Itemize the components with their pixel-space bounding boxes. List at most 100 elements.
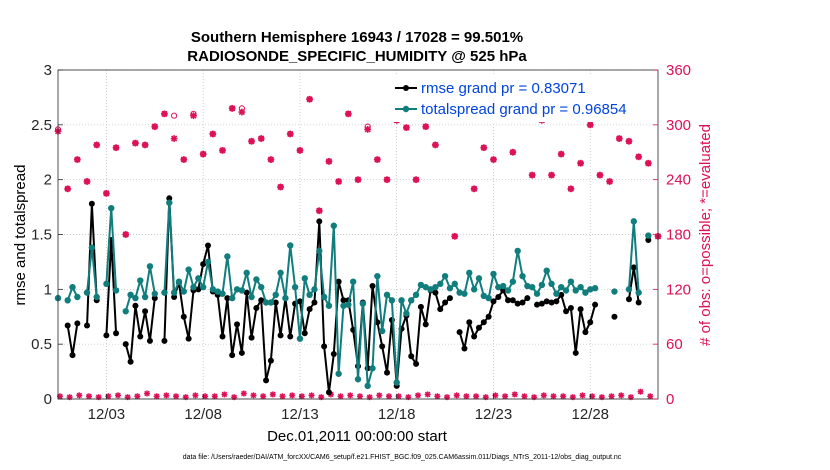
obs-evaluated-marker-21 [257,135,265,142]
series-1-point-14 [122,308,129,315]
series-0-point-6 [84,322,91,329]
series-1-point-26 [180,288,188,295]
series-0-point-68 [384,369,391,376]
x-tick-label-3: 12/18 [378,406,416,423]
series-1-point-88 [480,292,488,300]
obs-evaluated-marker-16 [209,130,217,138]
obs-zero-marker-57 [608,393,615,400]
obs-evaluated-marker-31 [354,176,362,184]
series-1-point-10 [103,280,110,288]
obs-evaluated-marker-3 [83,178,91,185]
series-0-point-16 [132,302,139,309]
series-1-point-108 [577,283,584,291]
obs-evaluated-marker-43 [470,185,478,193]
series-0-point-89 [485,313,492,320]
y-right-tick-label-1: 60 [666,336,683,353]
series-1-point-75 [417,281,425,289]
y-right-axis-ticks: 0 60 120 180 240 300 360 [653,62,691,408]
series-0-point-97 [524,295,531,302]
y-left-tick-label-0: 0 [44,391,52,408]
x-tick-label-5: 12/28 [571,406,609,423]
series-0-point-36 [229,352,236,359]
series-1-point-34 [219,290,226,297]
series-1-point-84 [461,290,468,297]
series-0-point-99 [534,301,541,308]
series-0-point-88 [480,319,487,326]
series-1-point-107 [572,287,579,294]
series-0-point-4 [74,320,81,327]
series-1-point-109 [582,289,589,296]
series-1-point-81 [446,285,454,292]
obs-zero-marker-9 [144,390,151,397]
series-1-point-79 [437,280,444,288]
obs-evaluated-marker-5 [102,189,110,197]
obs-zero-marker-37 [415,392,421,399]
series-1-point-66 [374,272,381,280]
series-0-point-59 [340,297,347,304]
series-1-point-76 [422,283,429,291]
data-file-footnote: data file: /Users/raeder/DAI/ATM_forcXX/… [183,454,622,461]
obs-zero-marker-20 [250,392,257,399]
series-0-point-96 [519,299,526,306]
series-1-point-50 [296,335,304,342]
series-1-point-91 [495,283,502,291]
obs-zero-marker-38 [424,391,431,398]
series-1-point-53 [311,286,318,293]
series-1-point-35 [224,253,231,260]
series-0-point-84 [461,345,468,352]
series-0-point-17 [137,333,144,340]
obs-zero-marker-42 [463,393,470,400]
series-0-point-122 [645,236,652,243]
series-1-point-103 [553,290,560,297]
obs-possible-marker-12 [171,112,178,119]
series-1-point-65 [369,365,376,372]
series-1-point-67 [378,327,386,335]
series-1-point-82 [451,280,458,288]
series-0-point-81 [446,295,453,302]
obs-evaluated-marker-52 [557,150,565,158]
obs-zero-marker-50 [540,392,547,399]
obs-evaluated-marker-49 [528,171,536,179]
series-0-point-39 [243,289,250,296]
series-0-point-26 [180,313,187,320]
series-layer [54,195,652,396]
series-1-point-22 [161,289,168,296]
series-1-point-104 [558,283,565,291]
y-left-axis-ticks: 0 0.5 1 1.5 2 2.5 3 [31,62,63,408]
y-left-tick-label-3: 1.5 [31,227,52,244]
series-1-point-94 [509,278,517,285]
obs-evaluated-marker-32 [364,126,372,133]
obs-evaluated-marker-4 [93,141,101,149]
series-1-point-3 [69,283,76,291]
obs-evaluated-marker-47 [509,148,517,156]
x-tick-label-4: 12/23 [475,406,513,423]
series-1-point-47 [282,294,289,302]
series-0-point-83 [456,329,463,336]
series-1-point-77 [427,286,434,293]
obs-zero-marker-6 [115,392,121,399]
series-0-point-94 [509,297,516,304]
obs-evaluated-marker-17 [219,147,226,154]
series-1-point-32 [209,286,217,293]
series-1-point-64 [364,382,371,390]
series-0-point-24 [171,294,178,301]
series-1-point-20 [151,290,158,297]
series-1-point-28 [190,283,197,291]
obs-evaluated-marker-8 [132,139,139,147]
legend-spread-marker [402,105,410,113]
series-1-point-8 [93,293,100,301]
series-1-point-111 [591,285,599,292]
series-1-point-42 [258,283,265,291]
obs-evaluated-marker-45 [490,156,497,163]
obs-zero-marker-58 [618,392,625,399]
series-1-point-27 [185,266,192,273]
obs-zero-marker-25 [298,393,305,400]
obs-zero-marker-52 [560,393,567,400]
series-1-point-36 [228,294,236,302]
obs-zero-marker-3 [85,393,92,400]
series-1-point-115 [611,288,618,295]
series-1-point-51 [301,275,308,282]
obs-evaluated-marker-33 [373,156,381,163]
series-1-point-48 [287,242,294,249]
